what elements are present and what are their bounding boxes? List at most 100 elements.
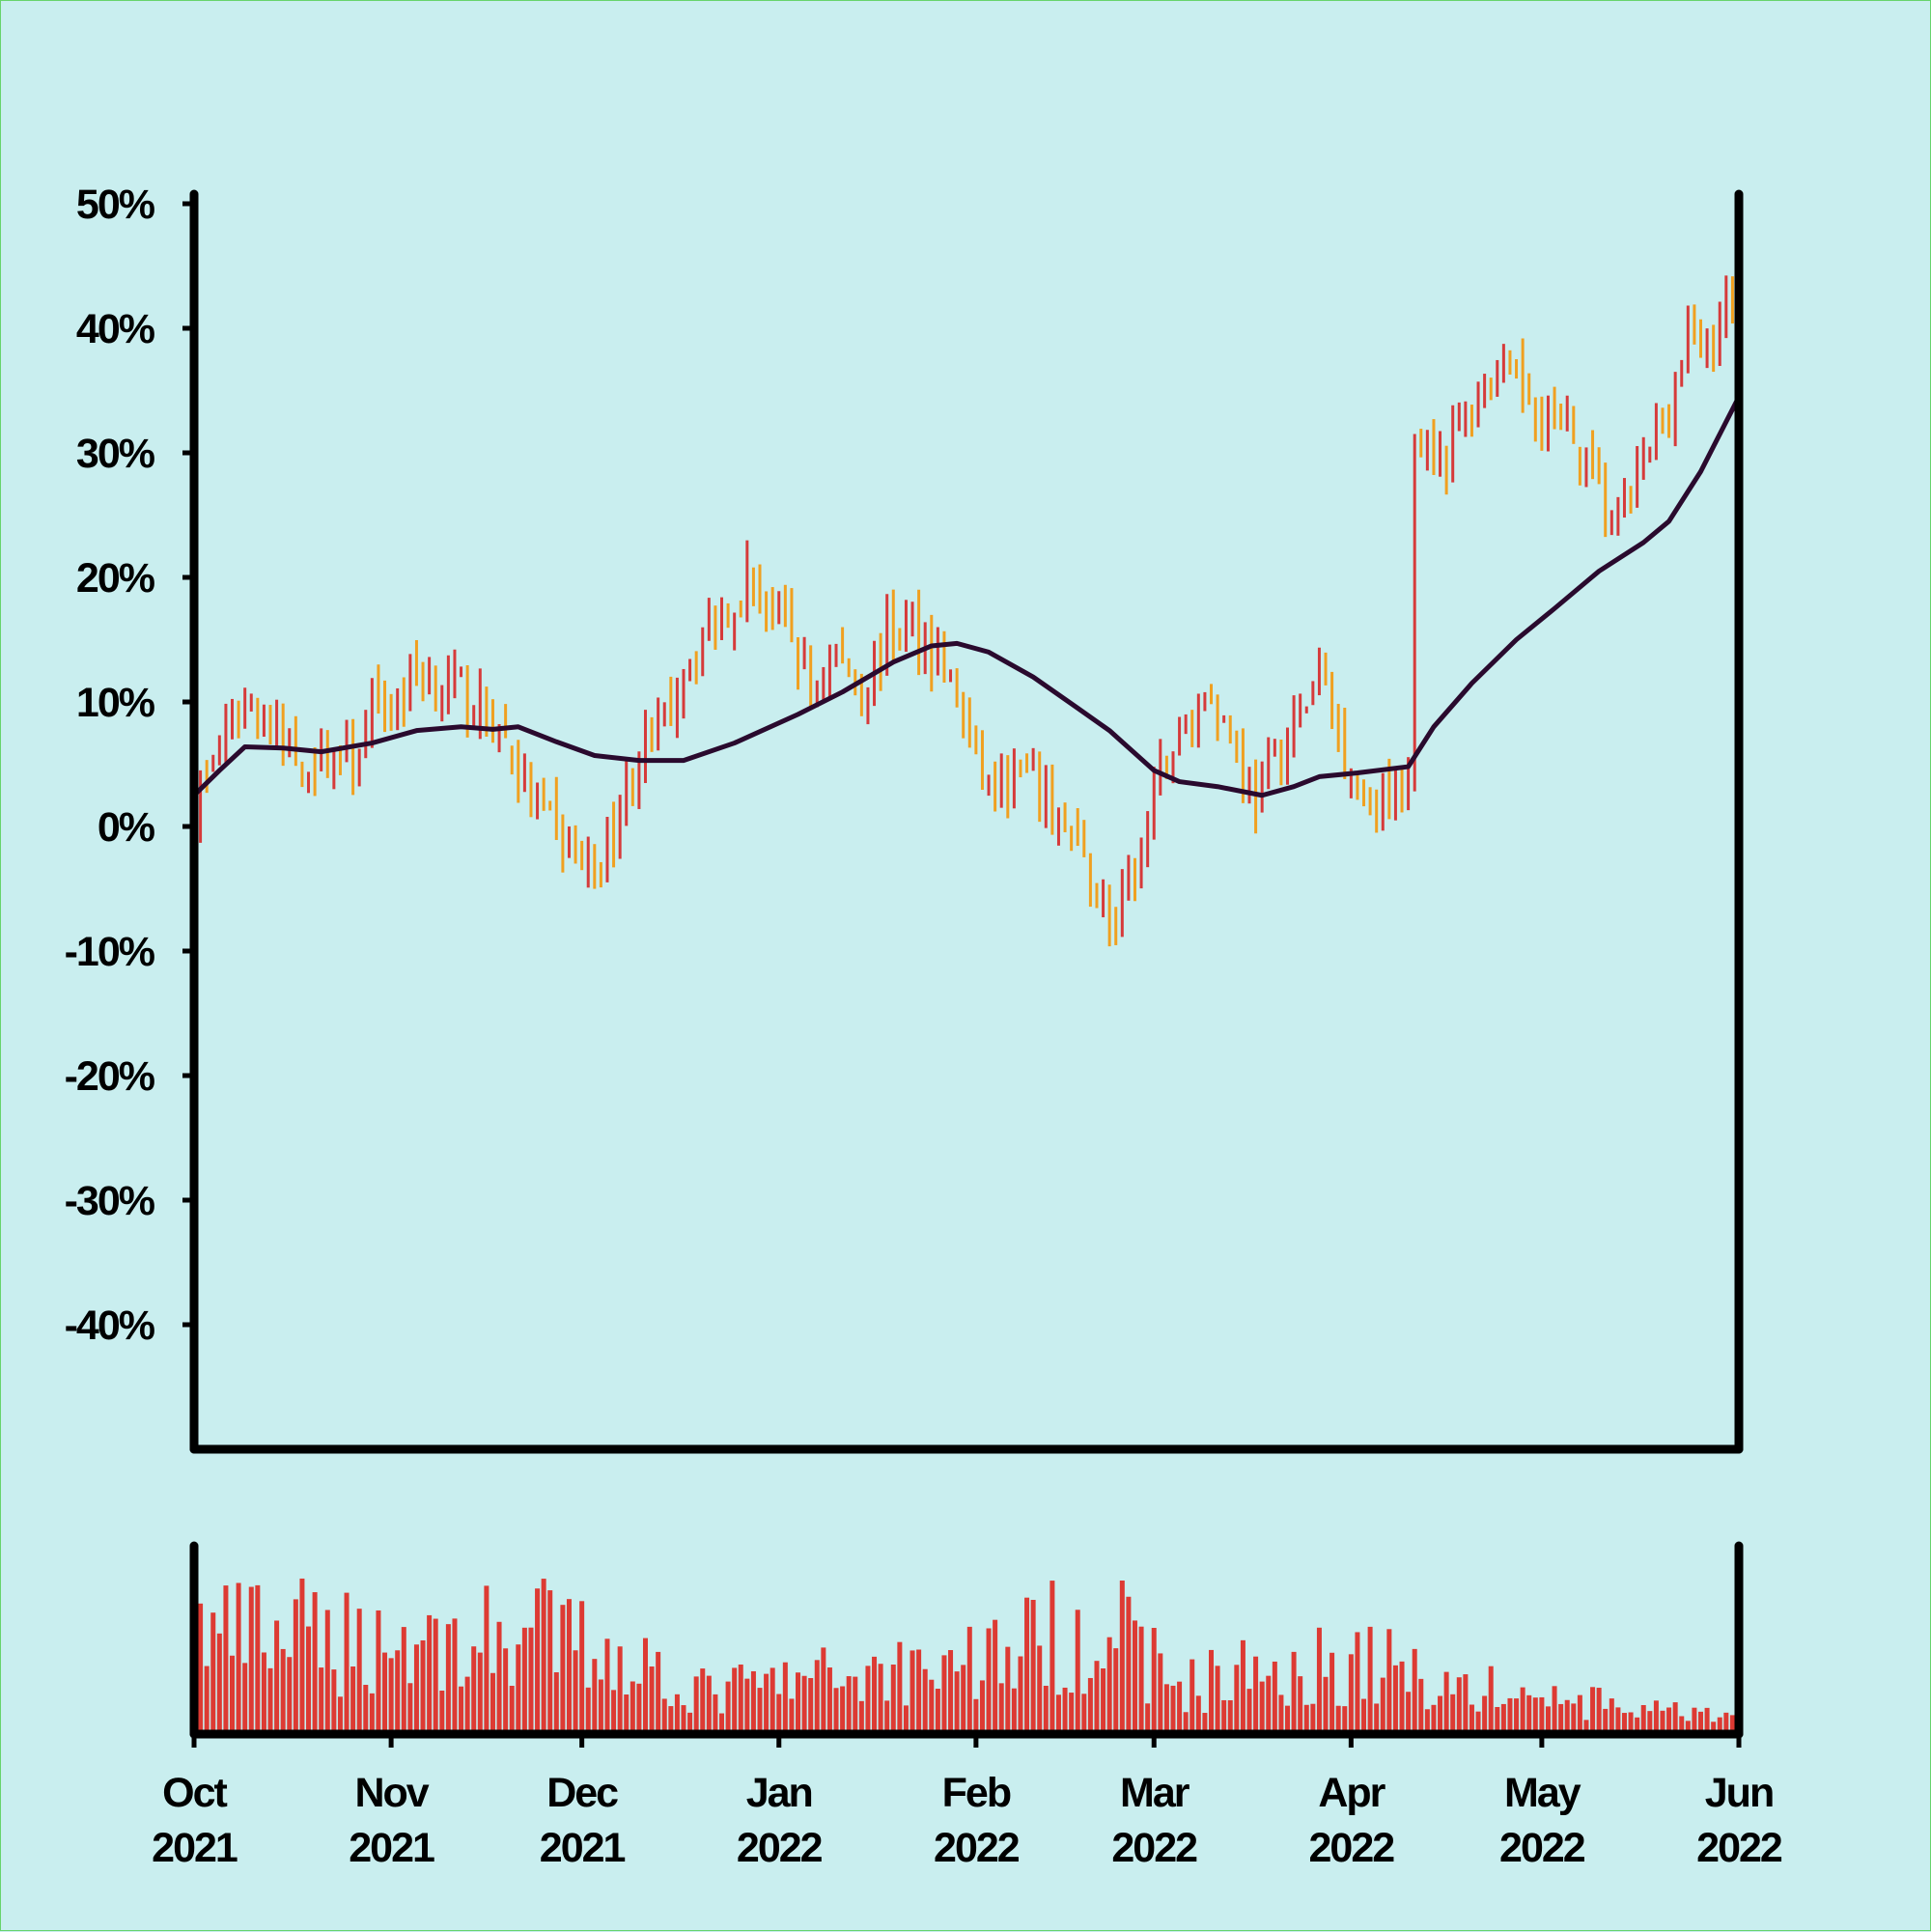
volume-bar — [935, 1689, 940, 1734]
volume-bar — [1507, 1697, 1513, 1734]
x-tick-month-label: Jan — [746, 1770, 812, 1816]
volume-bar — [1329, 1652, 1335, 1734]
volume-bar — [770, 1667, 775, 1734]
volume-bar — [1729, 1715, 1735, 1734]
x-tick-year-label: 2022 — [934, 1825, 1020, 1871]
x-tick-month-label: Dec — [546, 1770, 618, 1816]
volume-bar — [833, 1688, 839, 1734]
volume-bar — [204, 1666, 210, 1734]
volume-bar — [1348, 1654, 1354, 1734]
volume-bar — [789, 1698, 795, 1734]
volume-bar — [1640, 1704, 1646, 1734]
volume-bar — [1101, 1668, 1106, 1734]
volume-bar — [700, 1668, 706, 1734]
volume-bar — [1075, 1610, 1080, 1734]
volume-bar — [1335, 1705, 1341, 1734]
x-tick-month-label: Jun — [1705, 1770, 1773, 1816]
volume-bar — [1653, 1700, 1659, 1734]
volume-bar — [274, 1620, 280, 1734]
volume-bar — [884, 1700, 890, 1734]
volume-bar — [604, 1638, 610, 1734]
x-tick-year-label: 2022 — [1499, 1825, 1585, 1871]
volume-bar — [1711, 1722, 1717, 1734]
volume-bar — [1177, 1681, 1183, 1734]
volume-bar — [350, 1666, 356, 1734]
volume-bar — [732, 1667, 738, 1734]
volume-bar — [553, 1672, 559, 1734]
volume-bar — [280, 1648, 286, 1734]
volume-bar — [1126, 1596, 1132, 1734]
volume-bar — [1685, 1721, 1691, 1734]
volume-bar — [1520, 1687, 1525, 1734]
volume-bar — [312, 1592, 318, 1734]
volume-bar — [585, 1687, 591, 1734]
volume-bar — [452, 1618, 458, 1734]
volume-bar — [337, 1696, 343, 1734]
y-tick-label: -40% — [65, 1302, 155, 1349]
volume-bar — [306, 1626, 312, 1734]
volume-bar — [1158, 1653, 1163, 1734]
volume-bar — [1596, 1688, 1602, 1734]
volume-bar — [890, 1664, 896, 1734]
volume-bar — [796, 1672, 801, 1734]
volume-bar — [1424, 1709, 1430, 1734]
volume-bar — [1367, 1626, 1373, 1734]
volume-bar — [1043, 1685, 1049, 1734]
volume-bar — [1450, 1694, 1456, 1734]
volume-bar — [388, 1658, 394, 1734]
volume-bar — [1183, 1712, 1189, 1734]
volume-bar — [757, 1688, 763, 1734]
volume-bar — [636, 1683, 642, 1734]
volume-bar — [1583, 1720, 1589, 1734]
volume-bar — [1609, 1698, 1614, 1734]
volume-bar — [1234, 1665, 1240, 1734]
volume-bar — [1717, 1717, 1722, 1734]
volume-bar — [1145, 1703, 1151, 1734]
volume-bar — [1386, 1629, 1392, 1734]
volume-bar — [687, 1712, 693, 1734]
volume-bar — [592, 1659, 598, 1734]
volume-bar — [1590, 1687, 1596, 1734]
volume-bar — [484, 1585, 490, 1734]
volume-bar — [1208, 1649, 1214, 1734]
volume-bars — [191, 1578, 1742, 1734]
volume-bar — [1495, 1706, 1500, 1734]
volume-bar — [986, 1628, 992, 1734]
volume-bar — [1672, 1702, 1678, 1734]
volume-bar — [1323, 1676, 1329, 1734]
y-tick-label: 10% — [76, 680, 155, 726]
volume-bar — [319, 1667, 324, 1734]
volume-bar — [579, 1601, 585, 1734]
volume-bar — [1253, 1656, 1259, 1734]
volume-bar — [1195, 1695, 1201, 1734]
volume-bar — [598, 1679, 603, 1734]
x-tick-year-label: 2022 — [1309, 1825, 1395, 1871]
volume-bar — [693, 1676, 699, 1734]
volume-bar — [1456, 1677, 1462, 1734]
volume-bar — [1246, 1689, 1252, 1734]
volume-bar — [509, 1685, 515, 1734]
volume-bar — [1189, 1659, 1195, 1734]
volume-bar — [1094, 1661, 1100, 1734]
volume-bar — [1697, 1711, 1703, 1734]
volume-bar — [376, 1610, 381, 1734]
volume-bar — [1005, 1646, 1011, 1734]
volume-bar — [872, 1656, 878, 1734]
volume-bar — [814, 1660, 820, 1734]
volume-bar — [611, 1690, 617, 1734]
volume-bar — [287, 1657, 293, 1734]
volume-bar — [427, 1614, 433, 1734]
volume-bar — [369, 1693, 375, 1734]
volume-bar — [1037, 1645, 1043, 1734]
volume-bar — [1577, 1694, 1582, 1734]
volume-bar — [528, 1627, 534, 1734]
volume-bar — [356, 1609, 362, 1734]
volume-bar — [674, 1694, 680, 1734]
volume-bar — [459, 1686, 464, 1734]
volume-bar — [1545, 1706, 1551, 1734]
volume-bar — [1132, 1620, 1137, 1734]
volume-bar — [954, 1671, 960, 1734]
volume-bar — [1119, 1581, 1125, 1734]
volume-bar — [853, 1676, 858, 1734]
